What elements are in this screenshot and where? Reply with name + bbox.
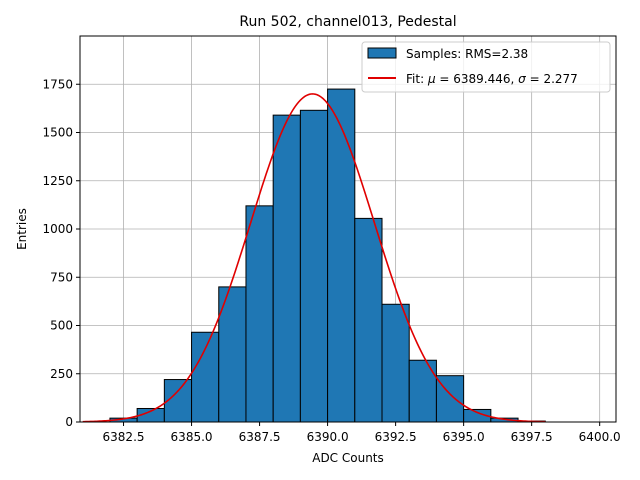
- legend-fit-sigma-text: = 2.277: [526, 72, 578, 86]
- y-tick-label: 500: [50, 319, 73, 333]
- fit-curve-group: [82, 93, 546, 423]
- y-axis-label: Entries: [15, 208, 29, 250]
- x-tick-label: 6397.5: [511, 430, 553, 444]
- x-tick-label: 6395.0: [443, 430, 485, 444]
- y-tick-label: 250: [50, 367, 73, 381]
- histogram-bars: [109, 88, 546, 423]
- y-tick-label: 1500: [42, 126, 73, 140]
- legend-swatch-samples: [367, 47, 397, 59]
- y-tick-label: 1250: [42, 174, 73, 188]
- histogram-bar: [191, 331, 220, 423]
- histogram-bar: [245, 205, 274, 423]
- legend-box: [361, 41, 611, 93]
- legend-label-samples: Samples: RMS=2.38: [406, 47, 528, 61]
- histogram-bar: [299, 109, 329, 423]
- x-tick-label: 6385.0: [171, 430, 213, 444]
- x-tick-label: 6400.0: [579, 430, 621, 444]
- y-tick-label: 1000: [42, 222, 73, 236]
- histogram-bar: [354, 217, 383, 423]
- x-tick-label: 6392.5: [375, 430, 417, 444]
- histogram-bar: [327, 88, 356, 423]
- histogram-bar: [408, 359, 437, 423]
- histogram-bar: [381, 303, 410, 423]
- legend-label-fit: Fit: μ = 6389.446, σ = 2.277: [406, 72, 578, 86]
- legend-fit-mu-symbol: μ: [427, 72, 436, 86]
- y-tick-label: 1750: [42, 77, 73, 91]
- x-tick-label: 6387.5: [239, 430, 281, 444]
- legend-fit-prefix: Fit:: [406, 72, 428, 86]
- x-tick-label: 6382.5: [103, 430, 145, 444]
- legend-fit-mu-text: = 6389.446,: [436, 72, 519, 86]
- legend: Samples: RMS=2.38 Fit: μ = 6389.446, σ =…: [361, 41, 611, 93]
- histogram-bar: [272, 114, 301, 423]
- y-tick-label: 750: [50, 270, 73, 284]
- y-tick-label: 0: [65, 415, 73, 429]
- fit-curve: [82, 93, 546, 423]
- x-axis: 6382.5 6385.0 6387.5 6390.0 6392.5 6395.0 6397…: [103, 422, 621, 444]
- chart-title: Run 502, channel013, Pedestal: [239, 14, 456, 30]
- x-axis-label: ADC Counts: [312, 451, 384, 465]
- y-axis: 0 250 500 750 1000 1250 1500 1750: [42, 77, 80, 429]
- x-tick-label: 6390.0: [307, 430, 349, 444]
- legend-fit-sigma-symbol: σ: [518, 72, 526, 86]
